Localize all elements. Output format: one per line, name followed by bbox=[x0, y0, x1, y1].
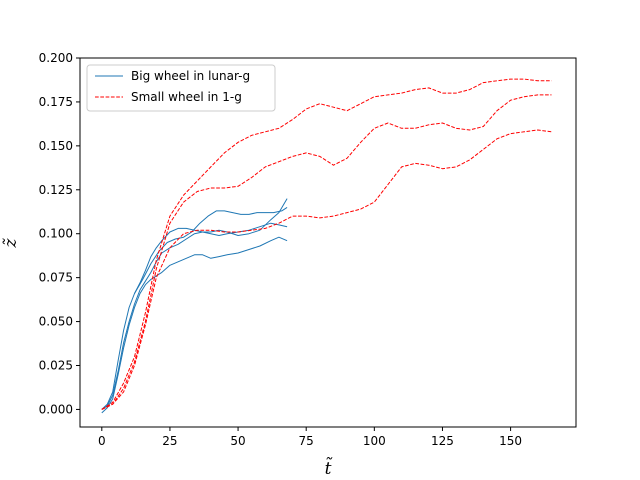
series-layer bbox=[101, 78, 552, 414]
big-wheel-series-line-2 bbox=[101, 236, 288, 414]
legend-label-big-wheel: Big wheel in lunar-g bbox=[131, 69, 250, 83]
y-tick-label: 0.125 bbox=[39, 183, 73, 197]
x-tick-label: 100 bbox=[363, 434, 386, 448]
y-tick-label: 0.025 bbox=[39, 359, 73, 373]
x-tick-label: 25 bbox=[162, 434, 177, 448]
y-tick-label: 0.200 bbox=[39, 51, 73, 65]
big-wheel-series-line-3 bbox=[134, 206, 288, 294]
big-wheel-series-line-1 bbox=[101, 198, 288, 410]
legend-box bbox=[86, 64, 276, 112]
y-tick-label: 0.050 bbox=[39, 315, 73, 329]
y-tick-label: 0.100 bbox=[39, 227, 73, 241]
big-wheel-series-line-0 bbox=[101, 222, 288, 410]
legend: Big wheel in lunar-g Small wheel in 1-g bbox=[86, 64, 276, 112]
y-tick-label: 0.150 bbox=[39, 139, 73, 153]
legend-label-small-wheel: Small wheel in 1-g bbox=[131, 90, 242, 104]
y-tick-label: 0.000 bbox=[39, 402, 73, 416]
y-tick-label: 0.175 bbox=[39, 95, 73, 109]
plot-frame bbox=[79, 57, 577, 428]
small-wheel-series-line-4 bbox=[101, 78, 552, 410]
small-wheel-series-line-6 bbox=[101, 129, 552, 410]
x-tick-label: 75 bbox=[299, 434, 314, 448]
y-axis: 0.000 0.025 0.050 0.075 0.100 0.125 0.150 0.175… bbox=[39, 51, 80, 416]
small-wheel-series-line-5 bbox=[101, 94, 552, 410]
y-tick-label: 0.075 bbox=[39, 271, 73, 285]
x-axis-label: t̃ bbox=[325, 457, 333, 479]
y-axis-label: z̃ bbox=[1, 237, 21, 248]
x-tick-label: 150 bbox=[499, 434, 522, 448]
x-tick-label: 125 bbox=[431, 434, 454, 448]
x-tick-label: 50 bbox=[230, 434, 245, 448]
x-tick-label: 0 bbox=[98, 434, 106, 448]
x-axis: 0 25 50 75 100 125 150 bbox=[98, 427, 522, 448]
